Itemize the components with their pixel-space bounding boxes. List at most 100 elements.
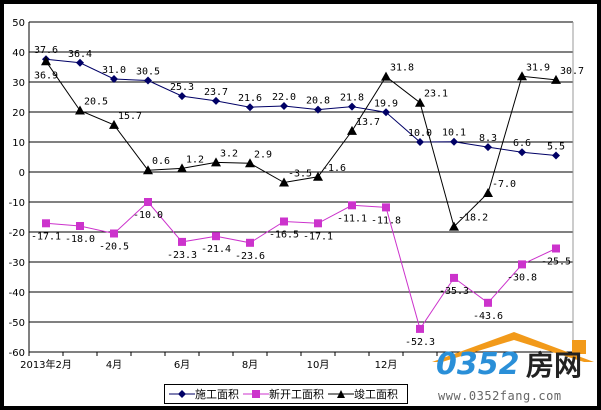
data-point	[416, 324, 424, 333]
chart-container: 50 40 30 20 10 0 -10 -20 -30 -40 -50 -60 2013年2月 4月 6月…	[4, 4, 597, 406]
y-tick-label: 50	[12, 18, 25, 29]
data-label: -30.8	[507, 272, 537, 283]
x-tick-label: 8月	[242, 359, 258, 371]
series-line	[45, 58, 557, 156]
series-2: 36.9 20.5 15.7 0.6 1.2 3.2 2.9 -3.5 -1.6 13.7 31.8…	[34, 56, 584, 231]
y-tick-label: 10	[12, 138, 25, 149]
data-label: 31.0	[102, 65, 126, 76]
series-1: -17.1 -18.0 -20.5 -10.0 -23.3 -21.4 -23.6 -16.5…	[31, 198, 571, 348]
data-label: 1.2	[186, 154, 204, 165]
legend-marker-triangle-icon	[328, 390, 354, 398]
data-point	[382, 203, 390, 212]
legend-marker-square-icon	[243, 390, 269, 398]
y-tick-label: 30	[12, 78, 25, 89]
data-point	[279, 177, 289, 187]
legend-marker-diamond-icon	[169, 390, 195, 398]
data-point	[178, 92, 186, 101]
data-point	[517, 71, 527, 81]
data-label: 23.7	[204, 87, 228, 98]
data-label: -18.2	[458, 213, 488, 224]
data-point	[76, 58, 84, 67]
data-point	[313, 171, 323, 181]
data-label: 6.6	[513, 138, 531, 149]
data-point	[348, 201, 356, 210]
watermark-house-icon	[432, 332, 594, 362]
watermark-url: www.0352fang.com	[438, 389, 562, 403]
data-label: 3.2	[220, 148, 238, 159]
data-label: -21.4	[201, 244, 231, 255]
data-point	[483, 188, 493, 197]
data-label: 2.9	[254, 149, 272, 160]
data-label: 20.5	[84, 97, 108, 108]
data-point	[484, 298, 492, 307]
watermark-brand: 0352	[436, 347, 520, 382]
data-label: 10.0	[408, 128, 432, 139]
data-label: 15.7	[118, 111, 142, 122]
data-point	[449, 221, 459, 231]
data-label: 37.6	[34, 45, 58, 56]
data-label: 21.6	[238, 93, 262, 104]
data-label: 5.5	[547, 142, 565, 153]
data-label: 36.9	[34, 70, 58, 81]
data-label: 31.8	[390, 63, 414, 74]
data-label: 30.7	[560, 66, 584, 77]
data-label: 30.5	[136, 67, 160, 78]
data-point	[314, 105, 322, 114]
data-point	[280, 102, 288, 110]
x-tick-label: 2013年2月	[20, 358, 72, 371]
data-point	[110, 75, 118, 83]
data-point	[415, 97, 425, 107]
data-label: -52.3	[405, 337, 435, 348]
data-point	[416, 138, 424, 146]
x-tick-label: 4月	[106, 359, 122, 371]
data-label: -3.5	[288, 169, 312, 180]
data-point	[76, 222, 84, 230]
data-label: 0.6	[152, 156, 170, 167]
x-tick-label: 6月	[174, 359, 190, 371]
series-line	[45, 201, 557, 331]
data-label: 36.4	[68, 49, 92, 60]
data-label: -23.6	[235, 251, 265, 262]
y-tick-label: -50	[9, 318, 25, 329]
data-label: -16.5	[269, 230, 299, 241]
data-label: -23.3	[167, 250, 197, 261]
x-tick-label: 10月	[307, 359, 330, 371]
data-label: 8.3	[479, 133, 497, 144]
x-tick-label: 12月	[375, 359, 398, 371]
data-point	[178, 237, 186, 246]
data-point	[450, 137, 458, 146]
data-label: -11.1	[337, 213, 367, 224]
legend-label: 施工面积	[195, 388, 239, 401]
data-point	[518, 260, 526, 269]
data-point	[450, 273, 458, 282]
y-tick-label: -40	[9, 288, 25, 299]
data-point	[246, 238, 254, 247]
y-tick-label: 0	[19, 168, 25, 179]
data-label: 19.9	[374, 98, 398, 109]
data-label: -1.6	[322, 163, 346, 174]
data-label: -20.5	[99, 242, 129, 253]
data-label: -35.3	[439, 286, 469, 297]
data-point	[177, 163, 187, 173]
y-tick-label: 20	[12, 108, 25, 119]
data-point	[212, 232, 220, 241]
series-0: 37.6 36.4 31.0 30.5 25.3 23.7 21.6 22.0 20.8 21.8…	[34, 45, 565, 160]
data-point	[211, 157, 221, 167]
data-point	[348, 102, 356, 111]
data-point	[280, 217, 288, 226]
data-label: 13.7	[356, 117, 380, 128]
data-label: 23.1	[424, 89, 448, 100]
data-point	[75, 105, 85, 115]
data-point	[551, 74, 561, 84]
data-label: -10.0	[133, 210, 163, 221]
data-point	[246, 103, 254, 112]
data-point	[212, 96, 220, 105]
data-label: 22.0	[272, 92, 296, 103]
data-point	[144, 76, 152, 85]
y-tick-label: 40	[12, 48, 25, 59]
data-label: -17.1	[303, 231, 333, 242]
y-tick-label: -10	[9, 198, 25, 209]
data-point	[347, 125, 357, 135]
series-line	[45, 61, 557, 228]
